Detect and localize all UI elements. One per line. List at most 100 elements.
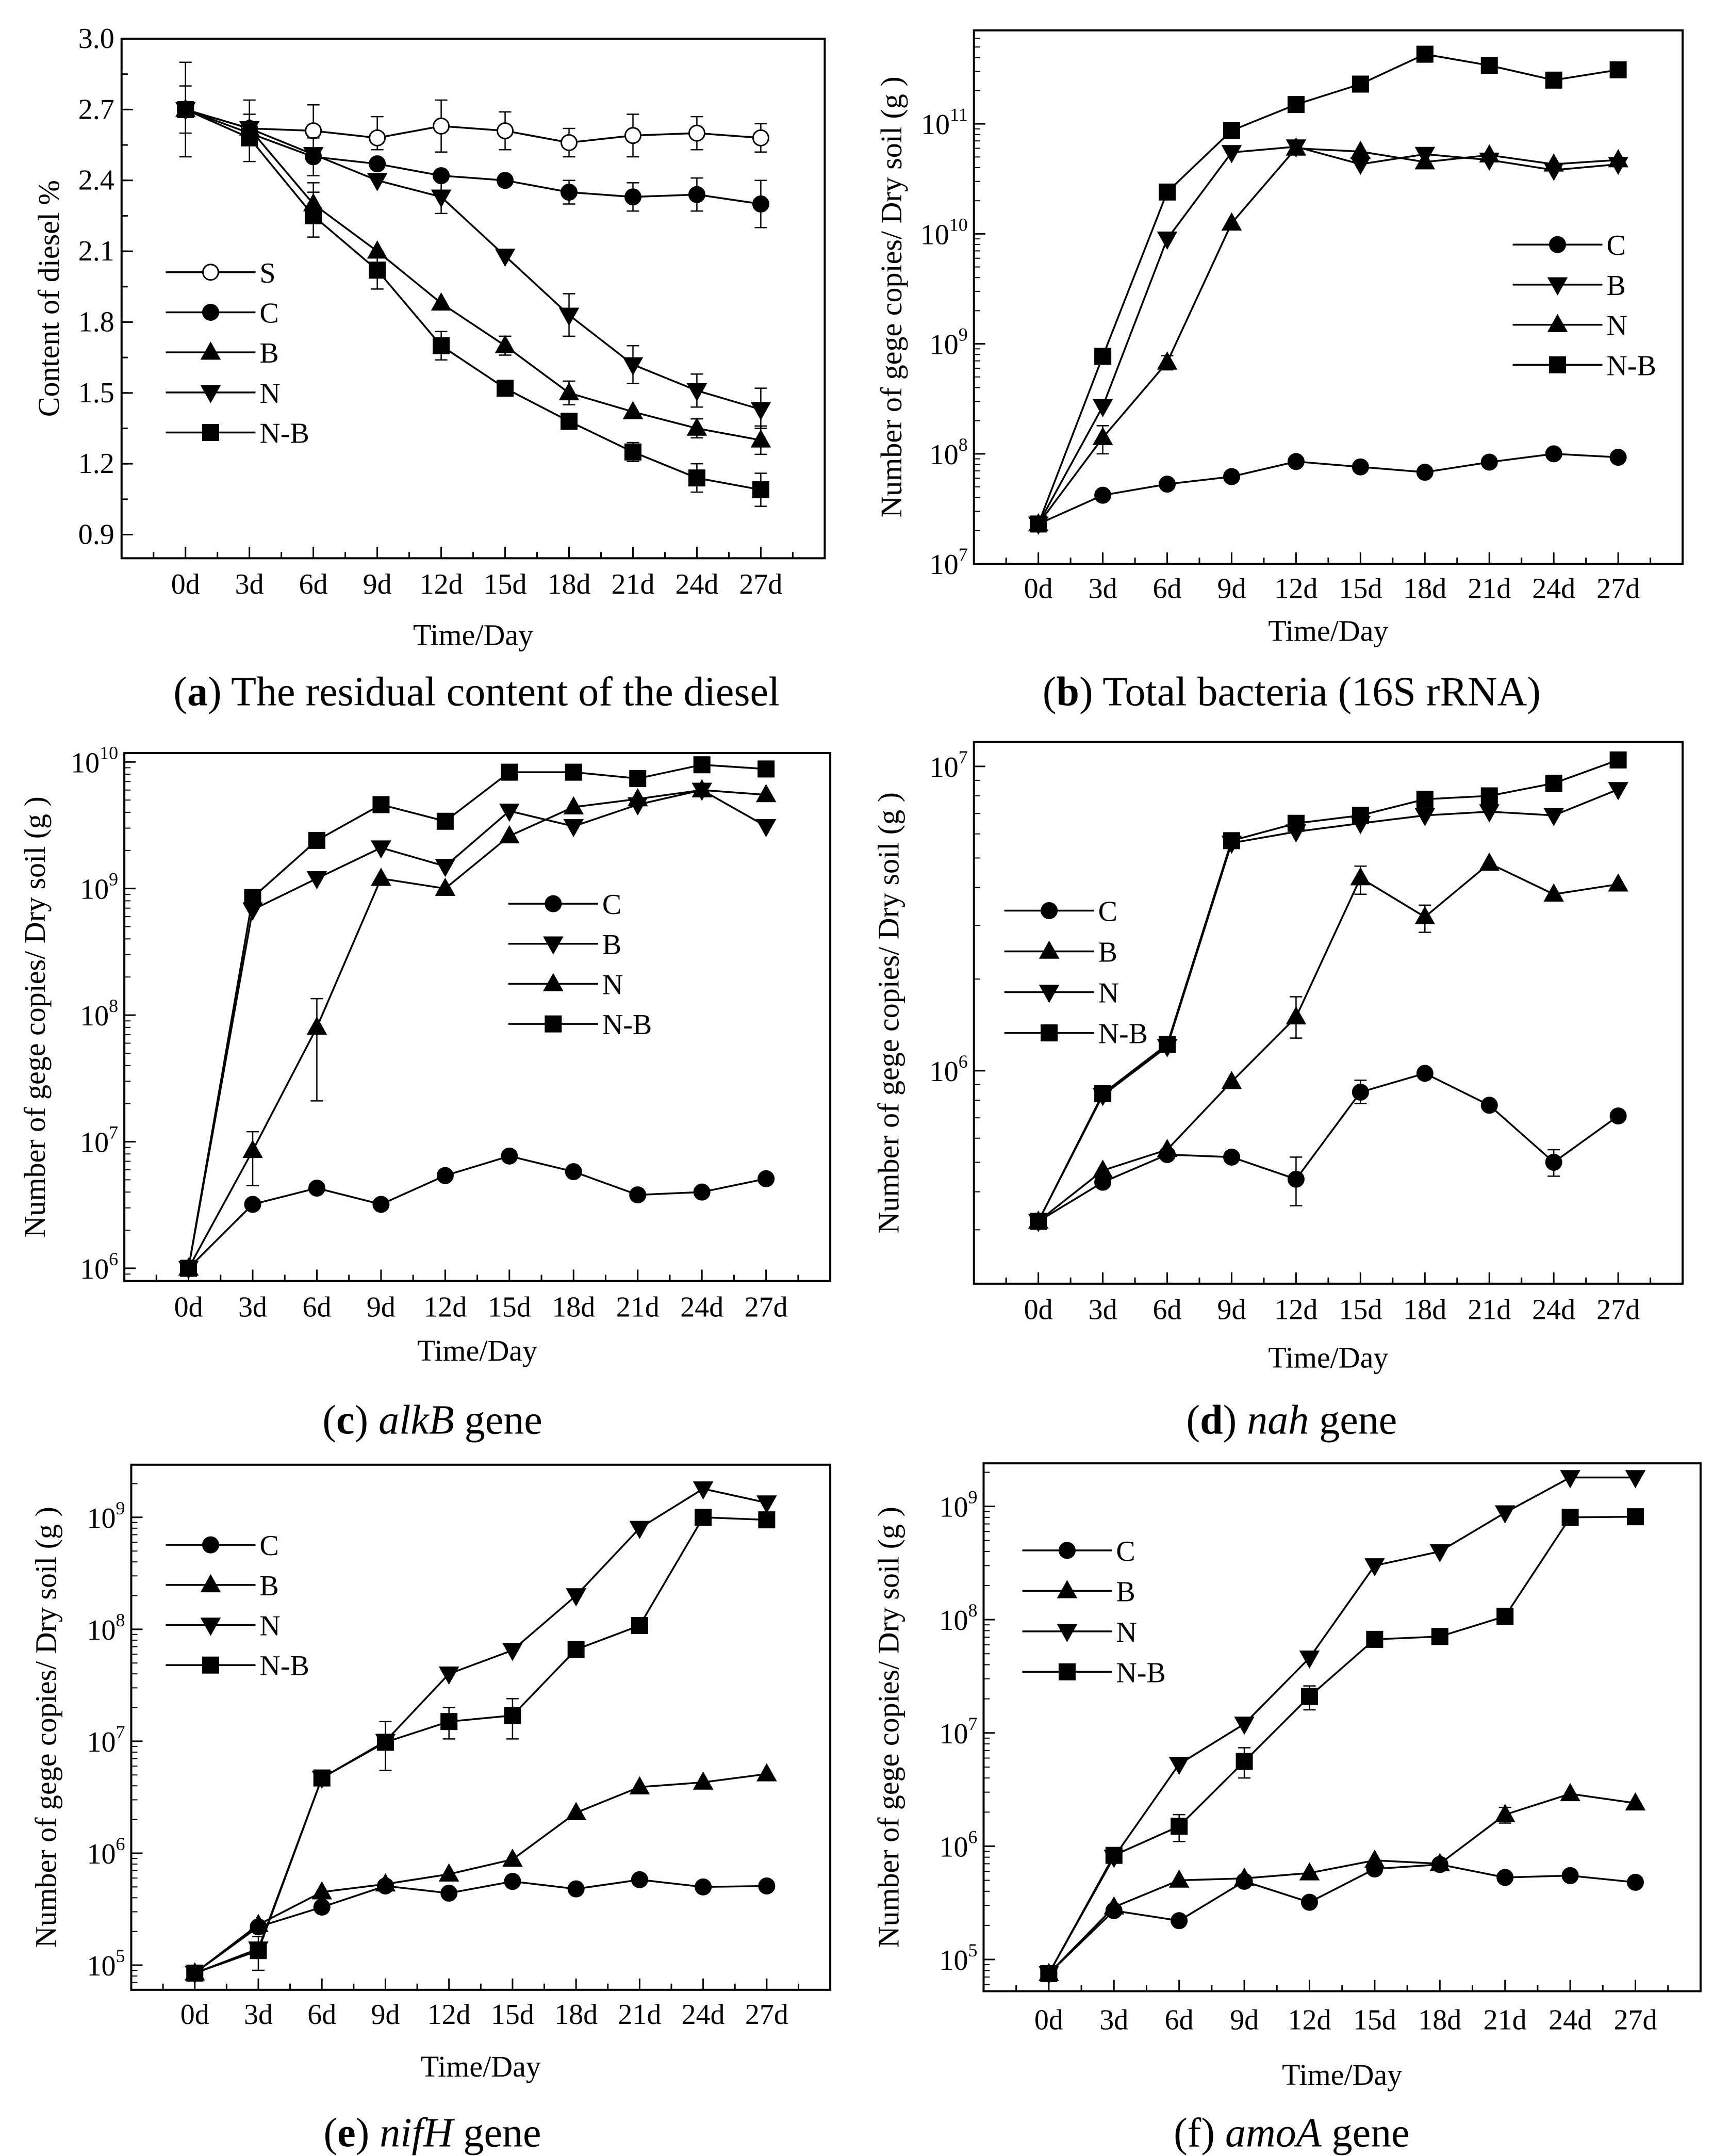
data-point <box>757 760 775 778</box>
legend: CBN N-B <box>508 889 652 1041</box>
caption-letter: c <box>336 1397 355 1443</box>
y-tick-label: 109 <box>939 1487 977 1524</box>
data-point <box>435 859 456 877</box>
x-tick-label: 3d <box>244 1999 273 2031</box>
data-point <box>629 1186 647 1204</box>
x-tick-label: 6d <box>302 1291 331 1323</box>
x-tick-label: 21d <box>618 1999 661 2031</box>
x-tick-label: 15d <box>484 568 527 600</box>
x-tick-label: 6d <box>1165 2004 1194 2036</box>
caption-paren: ( <box>324 2111 338 2156</box>
caption-paren: ( <box>322 1397 336 1443</box>
data-point <box>1299 1862 1320 1881</box>
series-C <box>180 1147 775 1277</box>
series-N <box>1028 137 1628 532</box>
data-point <box>438 1863 459 1882</box>
data-point <box>495 249 516 267</box>
y-tick-exponent: 8 <box>109 995 118 1016</box>
data-point <box>367 173 388 191</box>
data-point <box>686 417 707 436</box>
data-point <box>752 129 769 146</box>
series-line <box>1037 453 1619 525</box>
legend-label: C <box>1098 895 1117 927</box>
data-point <box>1287 814 1305 832</box>
data-point <box>371 868 391 886</box>
y-tick-base: 10 <box>87 1838 116 1870</box>
data-point <box>1103 1896 1125 1915</box>
data-point <box>440 1884 458 1902</box>
data-point <box>758 1511 776 1529</box>
data-point <box>369 129 386 146</box>
data-point <box>1609 1107 1627 1125</box>
series-B <box>175 99 771 455</box>
y-tick-exponent: 7 <box>968 1713 977 1734</box>
data-point <box>1479 852 1500 871</box>
data-point <box>1545 775 1562 792</box>
panel-d: 0d 3d 6d 9d 12d 15d 18d 21d 24d 27d106107Time/Day… <box>872 741 1684 1443</box>
caption-letter: b <box>1057 669 1080 715</box>
y-tick-base: 10 <box>930 752 959 783</box>
data-point <box>1300 1688 1318 1705</box>
data-point <box>1223 832 1240 850</box>
y-tick-base: 10 <box>920 219 949 251</box>
x-tick-label: 18d <box>548 568 591 600</box>
y-axis-label: Number of gege copies/ Dry soil (g ) <box>875 76 908 517</box>
y-tick-label: 108 <box>930 434 968 471</box>
legend-marker-square-icon <box>1041 1024 1058 1042</box>
data-point <box>561 184 578 201</box>
y-tick-label: 1.5 <box>78 377 114 409</box>
data-point <box>752 481 769 499</box>
x-tick-label: 27d <box>745 1999 788 2031</box>
data-point <box>1609 449 1627 466</box>
data-point <box>624 443 641 461</box>
caption-gene: nah <box>1247 1397 1309 1443</box>
data-point <box>1414 151 1436 170</box>
legend-label: C <box>259 1530 278 1562</box>
data-point <box>431 292 452 311</box>
x-tick-label: 27d <box>745 1291 788 1323</box>
data-point <box>1429 1853 1451 1871</box>
x-tick-label: 12d <box>427 1999 471 2031</box>
data-point <box>558 307 580 326</box>
y-tick-label: 109 <box>930 324 968 361</box>
y-tick-label: 2.7 <box>78 93 114 125</box>
data-point <box>369 262 386 279</box>
y-tick-base: 10 <box>939 1831 968 1863</box>
data-point <box>248 1914 269 1932</box>
data-point <box>306 871 327 890</box>
data-point <box>750 402 771 420</box>
x-tick-label: 3d <box>1089 1294 1117 1326</box>
caption-paren: ( <box>1174 2111 1188 2156</box>
data-point <box>1350 140 1371 159</box>
caption-letter: a <box>187 669 208 715</box>
data-point <box>631 1617 648 1635</box>
legend-marker-circle-icon <box>545 895 562 912</box>
x-tick-label: 18d <box>552 1291 595 1323</box>
data-point <box>755 783 777 803</box>
data-point <box>305 207 322 224</box>
y-tick-base: 10 <box>87 1950 116 1982</box>
panel-f: 0d 3d 6d 9d 12d 15d 18d 21d 24d 27d10510610710810… <box>872 1462 1702 2156</box>
data-point <box>242 1139 263 1158</box>
x-tick-label: 21d <box>1468 1294 1511 1326</box>
legend-label: B <box>259 1570 278 1602</box>
x-tick-label: 21d <box>611 568 654 600</box>
series-line <box>194 1879 767 1974</box>
data-point <box>1234 1867 1255 1886</box>
x-tick-label: 18d <box>1418 2004 1461 2036</box>
legend: CBN N-B <box>1022 1536 1166 1689</box>
x-tick-label: 9d <box>367 1291 396 1323</box>
x-tick-label: 27d <box>1613 2004 1657 2036</box>
y-tick-base: 10 <box>939 1945 968 1977</box>
x-tick-label: 0d <box>1024 1294 1053 1326</box>
x-axis-label: Time/Day <box>1282 2058 1402 2092</box>
data-point <box>440 1713 458 1730</box>
data-point <box>693 756 711 774</box>
data-point <box>1609 61 1627 78</box>
data-point <box>1479 144 1500 162</box>
data-point <box>499 825 520 844</box>
legend-label: C <box>602 889 621 921</box>
x-tick-label: 27d <box>1596 573 1640 605</box>
data-point <box>1287 1170 1305 1188</box>
